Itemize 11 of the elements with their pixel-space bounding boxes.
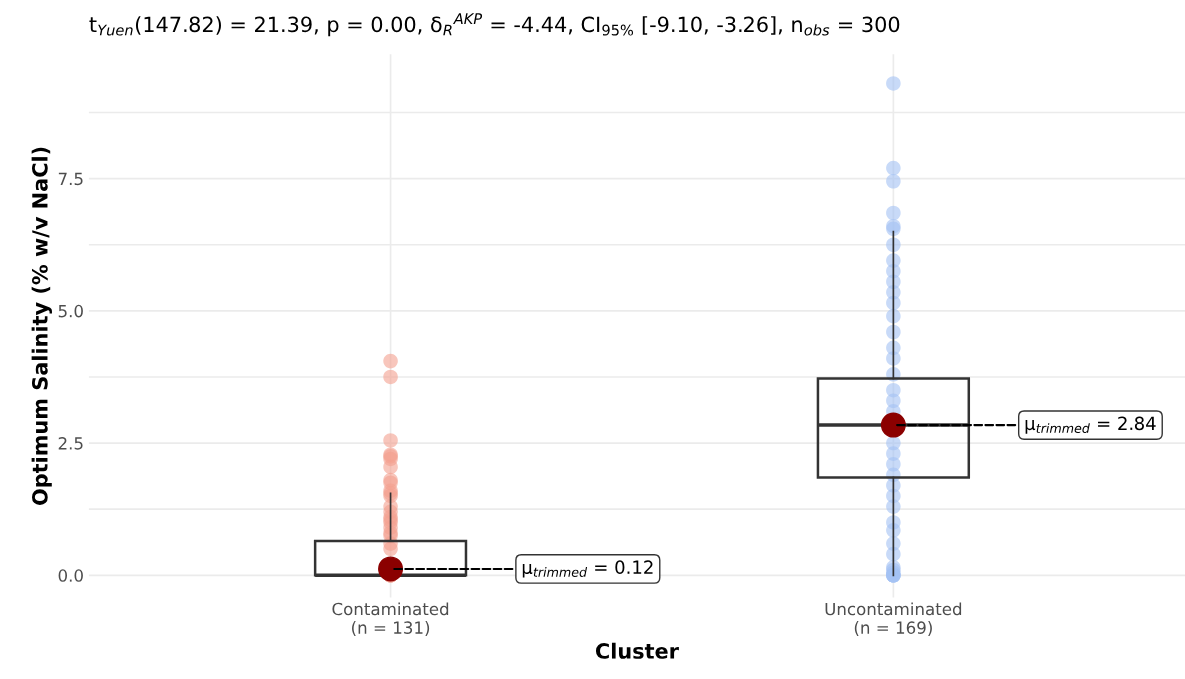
chart-title: t$_{Yuen}$(147.82) = 21.39, p = 0.00, δ$_{R}$$^{AKP}$ = -4.44, CI$_{95%}$ [-9.10, -3.26], n$_{obs}$ = 300 xyxy=(89,13,900,37)
annotation: μ$_{trimmed}$ = 2.84 xyxy=(1025,416,1156,434)
y-axis-title: Optimum Salinity (% w/v NaCl) xyxy=(31,147,52,505)
x-tick-label: Contaminated (n = 131) xyxy=(332,602,449,636)
x-tick-label: Uncontaminated (n = 169) xyxy=(825,602,962,636)
annotation: μ$_{trimmed}$ = 0.12 xyxy=(522,560,653,578)
x-axis-title: Cluster xyxy=(595,642,679,659)
y-tick-label: 7.5 xyxy=(58,172,83,186)
y-tick-label: 0.0 xyxy=(58,569,83,582)
y-tick-label: 5.0 xyxy=(58,304,83,318)
y-tick-label: 2.5 xyxy=(58,437,83,450)
